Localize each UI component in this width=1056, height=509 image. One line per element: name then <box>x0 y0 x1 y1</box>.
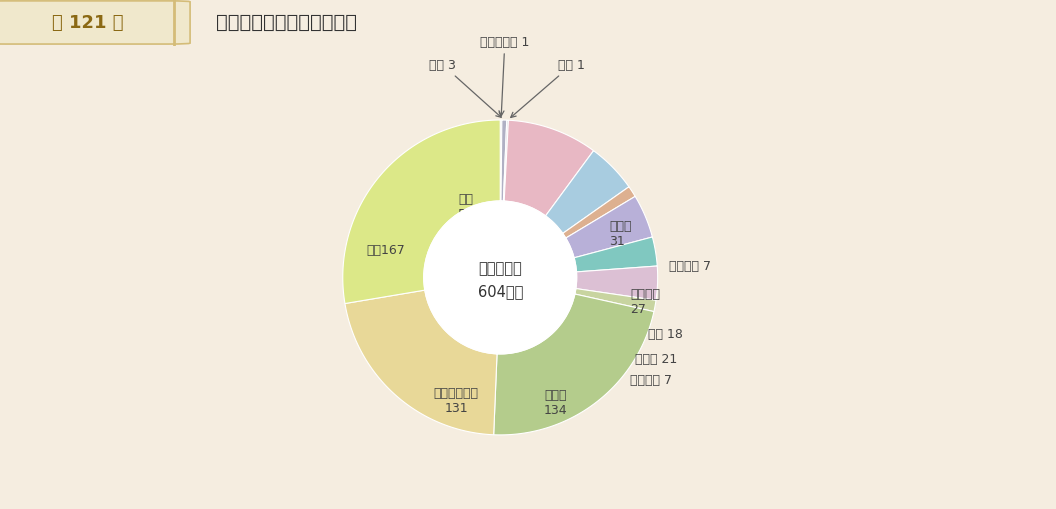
Polygon shape <box>501 121 507 202</box>
Text: 下水道
31: 下水道 31 <box>609 220 631 248</box>
Text: 水道 3: 水道 3 <box>430 59 502 118</box>
Text: 駐車場
134: 駐車場 134 <box>544 389 567 417</box>
Text: 港湾整備
27: 港湾整備 27 <box>629 287 660 315</box>
Polygon shape <box>504 121 508 202</box>
Text: 指定管理者制度の導入事業: 指定管理者制度の導入事業 <box>216 13 358 32</box>
Text: 病院
56: 病院 56 <box>457 192 473 220</box>
Text: 導入済事業: 導入済事業 <box>478 260 522 275</box>
Text: 宅地造成 7: 宅地造成 7 <box>629 373 672 386</box>
Text: 交通 1: 交通 1 <box>511 59 585 118</box>
Text: と畜場 21: と畜場 21 <box>635 352 677 365</box>
Text: 介護167: 介護167 <box>366 244 404 257</box>
Text: 工業用水道 1: 工業用水道 1 <box>480 36 529 117</box>
Text: 第 121 図: 第 121 図 <box>52 14 124 32</box>
FancyBboxPatch shape <box>176 1 1053 46</box>
Polygon shape <box>345 291 497 435</box>
Text: 簡易水道 7: 簡易水道 7 <box>670 260 712 273</box>
Polygon shape <box>343 121 501 304</box>
Text: 観光・その他
131: 観光・その他 131 <box>434 386 478 414</box>
Polygon shape <box>501 121 502 202</box>
Text: 604事業: 604事業 <box>477 284 523 298</box>
Polygon shape <box>504 121 593 216</box>
Polygon shape <box>546 151 629 234</box>
Polygon shape <box>566 197 653 258</box>
Polygon shape <box>574 238 657 272</box>
Text: 市場 18: 市場 18 <box>648 327 683 340</box>
Polygon shape <box>574 289 656 312</box>
FancyBboxPatch shape <box>0 2 190 45</box>
Polygon shape <box>576 267 658 301</box>
Polygon shape <box>563 187 635 239</box>
Circle shape <box>423 202 577 354</box>
Polygon shape <box>493 294 654 435</box>
